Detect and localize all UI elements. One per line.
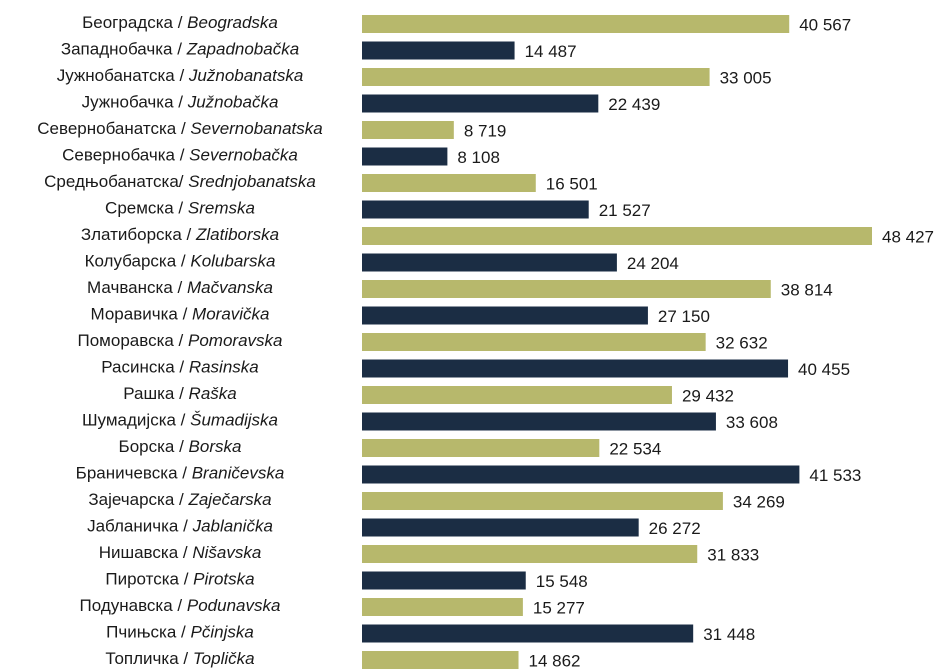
value-label: 27 150: [658, 307, 710, 326]
value-label: 31 833: [707, 545, 759, 564]
category-label: Западнобачка / Zapadnobačka: [61, 40, 299, 59]
bar: [362, 68, 710, 86]
bar: [362, 174, 536, 192]
category-label: Мачванска / Mačvanska: [87, 278, 273, 297]
bar: [362, 412, 716, 431]
value-label: 21 527: [599, 201, 651, 220]
bar: [362, 253, 617, 272]
value-label: 33 005: [720, 68, 772, 87]
bar: [362, 333, 706, 351]
category-label: Моравичка / Moravička: [91, 305, 270, 324]
value-label: 41 533: [809, 466, 861, 485]
value-label: 15 548: [536, 572, 588, 591]
category-label: Поморавска / Pomoravska: [78, 331, 283, 350]
bar: [362, 624, 694, 643]
category-label: Пиротска / Pirotska: [105, 570, 254, 589]
category-label: Београдска / Beogradska: [82, 13, 278, 32]
bar: [362, 147, 448, 166]
bar: [362, 359, 789, 378]
bar: [362, 41, 515, 60]
bar: [362, 306, 648, 325]
category-label: Расинска / Rasinska: [101, 358, 258, 377]
bar: [362, 651, 519, 669]
category-label: Јужнобанатска / Južnobanatska: [57, 66, 304, 85]
value-label: 40 455: [798, 360, 850, 379]
category-label: Сремска / Sremska: [105, 199, 255, 218]
category-label: Браничевска / Braničevska: [76, 464, 285, 483]
bar: [362, 439, 600, 457]
bar: [362, 200, 589, 219]
value-label: 8 719: [464, 121, 507, 140]
value-label: 31 448: [703, 625, 755, 644]
value-label: 8 108: [457, 148, 500, 167]
value-label: 22 439: [608, 95, 660, 114]
value-label: 38 814: [781, 280, 833, 299]
value-label: 16 501: [546, 174, 598, 193]
value-label: 48 427: [882, 227, 934, 246]
category-label: Јужнобачка / Južnobačka: [82, 93, 279, 112]
category-label: Севернобанатска / Severnobanatska: [37, 119, 322, 138]
value-label: 14 862: [529, 651, 581, 670]
category-label: Севернобачка / Severnobačka: [62, 146, 298, 165]
category-label: Златиборска / Zlatiborska: [81, 225, 279, 244]
bar: [362, 280, 771, 298]
value-label: 15 277: [533, 598, 585, 617]
bar: [362, 121, 454, 139]
category-label: Јабланичка / Jablanička: [87, 517, 273, 536]
category-label: Борска / Borska: [119, 437, 242, 456]
category-label: Пчињска / Pčinjska: [106, 623, 254, 642]
value-label: 33 608: [726, 413, 778, 432]
bar: [362, 571, 526, 590]
category-label: Топличка / Toplička: [105, 649, 254, 668]
bar: [362, 15, 790, 33]
bar: [362, 492, 723, 510]
category-label: Нишавска / Nišavska: [99, 543, 262, 562]
bar: [362, 386, 672, 404]
value-label: 14 487: [525, 42, 577, 61]
value-label: 29 432: [682, 386, 734, 405]
bar: [362, 545, 698, 563]
bar: [362, 465, 800, 484]
category-label: Шумадијска / Šumadijska: [82, 411, 278, 430]
bar: [362, 94, 599, 113]
bar: [362, 518, 639, 537]
category-label: Подунавска / Podunavska: [80, 596, 281, 615]
value-label: 40 567: [799, 15, 851, 34]
bar: [362, 227, 872, 245]
value-label: 34 269: [733, 492, 785, 511]
value-label: 22 534: [609, 439, 661, 458]
value-label: 24 204: [627, 254, 679, 273]
category-label: Средњобанатска/ Srednjobanatska: [44, 172, 316, 191]
category-label: Колубарска / Kolubarska: [85, 252, 276, 271]
bar: [362, 598, 523, 616]
category-label: Зајечарска / Zaječarska: [88, 490, 271, 509]
value-label: 26 272: [649, 519, 701, 538]
value-label: 32 632: [716, 333, 768, 352]
category-label: Рашка / Raška: [123, 384, 237, 403]
